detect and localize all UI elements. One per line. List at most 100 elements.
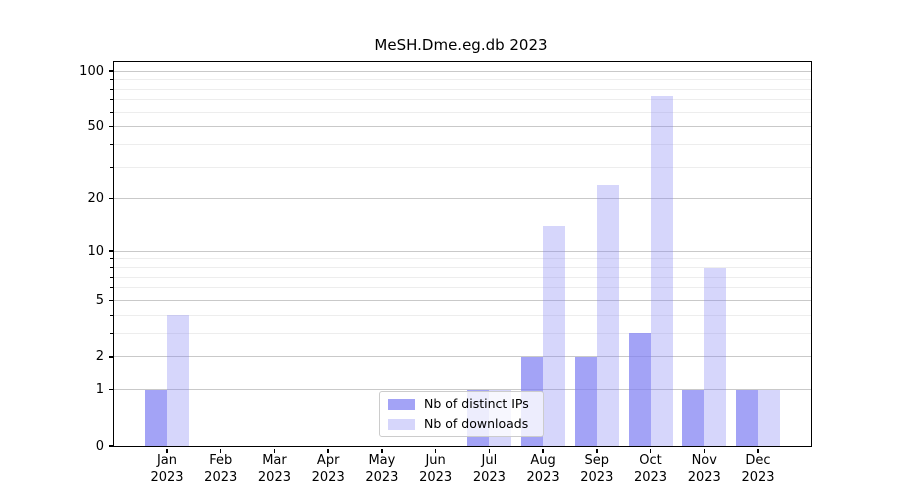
x-axis-label: Dec 2023	[726, 453, 790, 486]
x-tick	[542, 449, 544, 453]
plot-canvas: 0 1 2 5 10 20 50 100 Jan 2023 Feb 2023 Mar 2023 Apr 202…	[79, 62, 811, 485]
y-gridline-minor	[114, 287, 811, 289]
bar-downloads-nov	[704, 267, 727, 446]
x-tick	[434, 449, 437, 453]
x-label-year: 2023	[257, 469, 291, 485]
y-axis-label: 2	[95, 349, 104, 365]
x-tick	[703, 449, 706, 453]
x-tick	[166, 449, 168, 453]
bar-distinct-ips-sep	[574, 356, 597, 446]
x-axis-label: Nov 2023	[672, 453, 736, 486]
x-label-month: Mar	[262, 453, 287, 468]
y-tick	[108, 125, 113, 128]
x-label-year: 2023	[365, 469, 399, 485]
y-tick	[108, 356, 113, 358]
y-axis-label: 20	[87, 191, 104, 207]
y-tick-minor	[110, 79, 113, 81]
y-axis-label: 5	[95, 292, 104, 308]
y-gridline	[114, 250, 811, 252]
x-label-month: Dec	[745, 453, 771, 468]
y-gridline-minor	[114, 111, 811, 113]
x-axis-label: Jul 2023	[457, 453, 521, 486]
x-label-year: 2023	[741, 469, 775, 485]
x-axis-label: May 2023	[350, 453, 414, 486]
legend: Nb of distinct IPs Nb of downloads	[379, 391, 544, 437]
y-tick-minor	[110, 258, 113, 260]
y-gridline-minor	[114, 314, 811, 316]
x-axis-label: Sep 2023	[565, 453, 629, 486]
x-label-year: 2023	[687, 469, 721, 485]
x-label-month: Apr	[316, 453, 340, 468]
y-tick-minor	[110, 267, 113, 269]
legend-label-downloads: Nb of downloads	[424, 416, 529, 431]
y-gridline	[114, 126, 811, 128]
y-gridline	[114, 389, 811, 391]
y-tick	[108, 250, 113, 252]
x-label-month: Jan	[156, 453, 178, 468]
bar-downloads-aug	[543, 226, 566, 446]
legend-item-downloads: Nb of downloads	[388, 416, 535, 432]
bar-downloads-sep	[596, 184, 619, 446]
x-label-year: 2023	[311, 469, 345, 485]
y-gridline	[114, 356, 811, 358]
y-axis-label: 1	[95, 382, 104, 398]
x-label-month: May	[368, 453, 396, 468]
y-gridline-minor	[114, 332, 811, 334]
x-axis-label: Aug 2023	[511, 453, 575, 486]
y-axis-label: 100	[79, 63, 104, 79]
y-tick	[108, 197, 113, 200]
x-tick	[219, 449, 222, 453]
x-axis-label: Mar 2023	[242, 453, 306, 486]
y-gridline-minor	[114, 99, 811, 101]
y-tick-minor	[110, 143, 113, 145]
y-gridline-minor	[114, 79, 811, 81]
x-axis-label: Jun 2023	[404, 453, 468, 486]
y-gridline-minor	[114, 166, 811, 168]
x-tick	[596, 449, 598, 453]
x-label-year: 2023	[204, 469, 238, 485]
y-tick-minor	[110, 332, 113, 334]
y-tick-minor	[110, 88, 113, 90]
x-axis-label: Feb 2023	[189, 453, 253, 486]
x-label-month: Jun	[425, 453, 446, 468]
bar-distinct-ips-oct	[628, 333, 651, 446]
chart-title: MeSH.Dme.eg.db 2023	[374, 36, 548, 54]
x-label-year: 2023	[419, 469, 453, 485]
x-tick	[273, 449, 276, 453]
y-tick-minor	[110, 314, 113, 316]
x-label-year: 2023	[150, 469, 184, 485]
bar-downloads-jan	[167, 315, 189, 446]
x-label-month: Nov	[691, 453, 717, 468]
y-gridline-minor	[114, 258, 811, 260]
x-axis-label: Apr 2023	[296, 453, 360, 486]
y-gridline	[114, 299, 811, 301]
legend-label-distinct-ips: Nb of distinct IPs	[424, 396, 529, 411]
x-label-year: 2023	[526, 469, 560, 485]
legend-item-distinct-ips: Nb of distinct IPs	[388, 396, 535, 412]
y-tick	[108, 445, 113, 447]
x-axis-label: Jan 2023	[135, 453, 199, 486]
x-label-month: Sep	[584, 453, 610, 468]
x-label-month: Oct	[639, 453, 662, 468]
bar-distinct-ips-jan	[145, 389, 167, 446]
y-axis-label: 10	[87, 243, 104, 259]
x-tick	[381, 449, 383, 453]
legend-swatch-distinct-ips	[388, 398, 415, 410]
x-label-year: 2023	[633, 469, 668, 485]
y-gridline	[114, 198, 811, 200]
plot-area: 0 1 2 5 10 20 50 100 Jan 2023 Feb 2023 Mar 2023 Apr 202…	[79, 61, 812, 485]
bar-distinct-ips-dec	[736, 389, 758, 446]
y-tick-minor	[110, 111, 113, 113]
x-tick	[488, 449, 491, 453]
y-gridline-minor	[114, 276, 811, 278]
x-tick	[327, 449, 329, 453]
y-tick-minor	[110, 166, 113, 168]
x-tick	[649, 449, 652, 453]
y-gridline	[114, 70, 811, 72]
x-axis-label: Oct 2023	[619, 453, 683, 486]
x-label-year: 2023	[580, 469, 614, 485]
x-label-year: 2023	[472, 469, 506, 485]
bar-downloads-oct	[650, 96, 673, 446]
y-tick-minor	[110, 287, 113, 289]
